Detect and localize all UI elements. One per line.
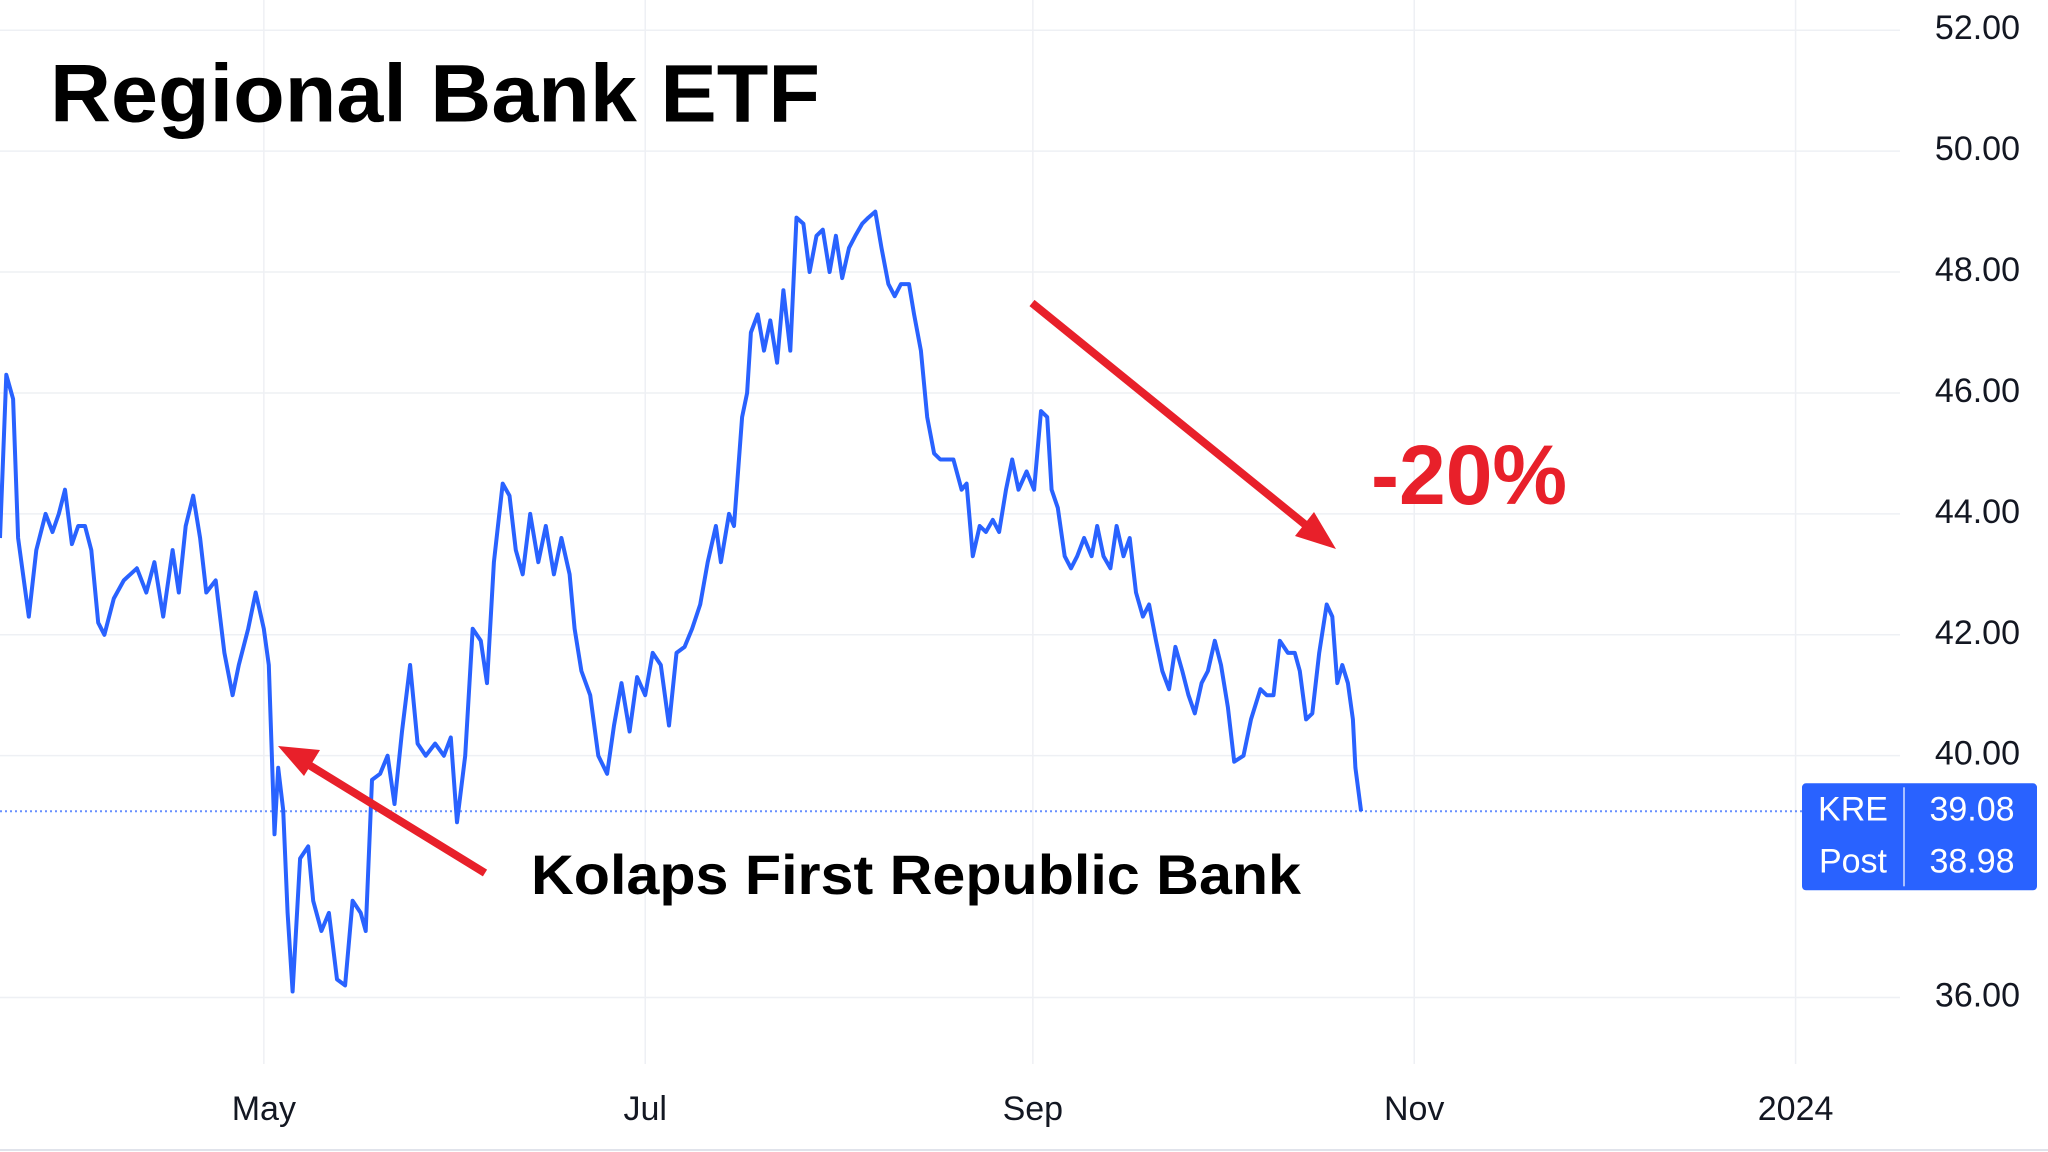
price-label-box bbox=[1802, 783, 2037, 891]
y-tick-label: 44.00 bbox=[1935, 493, 2020, 531]
x-tick-label: Nov bbox=[1384, 1090, 1444, 1128]
arrow-down bbox=[1029, 299, 1336, 549]
price-label-value: 38.98 bbox=[1929, 842, 2014, 880]
y-tick-label: 36.00 bbox=[1935, 976, 2020, 1014]
price-label-value: 39.08 bbox=[1929, 790, 2014, 828]
price-labels: KRE 39.08 Post 38.98 bbox=[1802, 783, 2037, 891]
plot bbox=[0, 209, 1802, 994]
chart-title: Regional Bank ETF bbox=[50, 49, 820, 140]
arrow-shaft bbox=[1029, 299, 1321, 539]
price-line bbox=[0, 209, 1364, 994]
annotation: -20% bbox=[1371, 428, 1567, 522]
y-tick-label: 40.00 bbox=[1935, 735, 2020, 773]
y-tick-label: 42.00 bbox=[1935, 614, 2020, 652]
grid bbox=[0, 0, 1900, 1064]
y-tick-label: 52.00 bbox=[1935, 9, 2020, 47]
x-tick-label: 2024 bbox=[1758, 1090, 1834, 1128]
x-tick-label: May bbox=[232, 1090, 296, 1128]
arrow-left bbox=[278, 746, 488, 877]
arrow-shaft bbox=[293, 753, 488, 877]
price-label-name: KRE bbox=[1818, 790, 1888, 828]
arrow-head bbox=[278, 746, 320, 776]
y-tick-label: 48.00 bbox=[1935, 251, 2020, 289]
arrow-head bbox=[1295, 512, 1336, 549]
y-tick-label: 50.00 bbox=[1935, 130, 2020, 168]
y-tick-label: 46.00 bbox=[1935, 372, 2020, 410]
x-tick-label: Jul bbox=[623, 1090, 666, 1128]
annotation: Kolaps First Republic Bank bbox=[531, 843, 1302, 906]
x-tick-label: Sep bbox=[1003, 1090, 1064, 1128]
price-label-name: Post bbox=[1819, 842, 1888, 880]
